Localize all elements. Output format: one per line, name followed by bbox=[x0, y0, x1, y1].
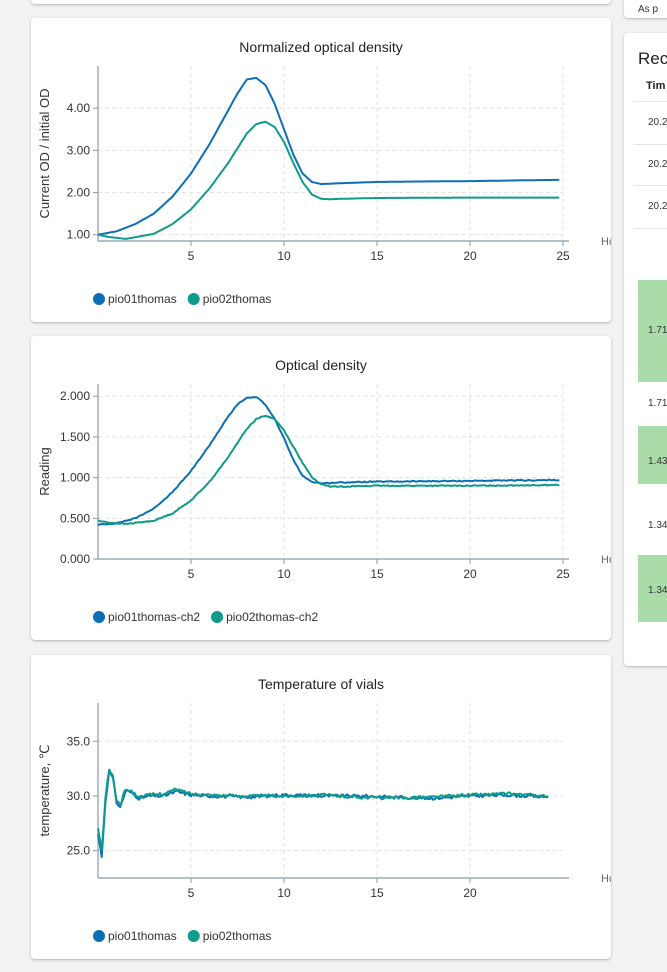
y-tick-label: 2.00 bbox=[67, 186, 91, 200]
legend-marker bbox=[187, 293, 200, 305]
y-tick-label: 1.000 bbox=[60, 471, 90, 485]
y-tick-label: 0.000 bbox=[60, 552, 90, 566]
legend-label: pio01thomas bbox=[108, 929, 177, 943]
x-tick-label: 20 bbox=[463, 567, 477, 581]
legend-label: pio01thomas bbox=[108, 292, 177, 306]
value-cell: 1.34 bbox=[648, 585, 667, 596]
value-cell: 1.43 bbox=[648, 456, 667, 467]
x-tick-label: 15 bbox=[370, 886, 384, 900]
y-tick-label: 2.000 bbox=[60, 389, 90, 403]
right-top-text: As p bbox=[638, 4, 659, 15]
series-line-2 bbox=[97, 120, 560, 240]
previous-card bbox=[31, 0, 611, 4]
y-tick-label: 3.00 bbox=[67, 143, 91, 157]
series-line-1 bbox=[97, 768, 549, 858]
temperature-chart: Temperature of vials 5 10 15 20 25.0 30.0 35.0 H… bbox=[37, 676, 611, 943]
x-tick-label: 15 bbox=[370, 249, 384, 263]
value-cell: 1.71 bbox=[648, 398, 667, 409]
y-tick-label: 1.500 bbox=[60, 430, 90, 444]
x-tick-label: 10 bbox=[277, 567, 291, 581]
divider bbox=[634, 101, 667, 102]
y-tick-label: 35.0 bbox=[67, 734, 91, 748]
series-line-2 bbox=[98, 415, 560, 526]
x-tick-label: 20 bbox=[463, 886, 477, 900]
divider bbox=[634, 185, 667, 186]
value-cell: 1.71 bbox=[648, 325, 667, 336]
x-tick-label: 25 bbox=[556, 567, 570, 581]
y-axis-label: temperature, ℃ bbox=[37, 745, 52, 837]
legend-marker bbox=[93, 293, 105, 305]
x-axis-label: Hours bbox=[601, 873, 611, 885]
y-tick-label: 30.0 bbox=[67, 789, 91, 803]
chart-title: Optical density bbox=[275, 357, 367, 373]
x-tick-label: 5 bbox=[188, 249, 195, 263]
y-axis-label: Current OD / initial OD bbox=[37, 88, 52, 218]
legend-label: pio01thomas-ch2 bbox=[108, 610, 200, 624]
legend-marker bbox=[93, 611, 105, 623]
x-tick-label: 5 bbox=[188, 886, 195, 900]
y-tick-label: 0.500 bbox=[60, 511, 90, 525]
x-tick-label: 10 bbox=[277, 886, 291, 900]
time-cell: 20.2 bbox=[648, 201, 667, 212]
x-tick-label: 10 bbox=[277, 249, 291, 263]
legend-label: pio02thomas-ch2 bbox=[226, 610, 318, 624]
highlight-cell bbox=[638, 426, 667, 484]
legend-marker bbox=[211, 611, 224, 623]
divider bbox=[634, 144, 667, 145]
value-cell: 1.34 bbox=[648, 520, 667, 531]
chart-card-optical-density: Optical density 5 10 15 20 25 0.000 0.500 1.000 1… bbox=[31, 336, 611, 640]
recent-readings-card: Rec Tim 20.2 20.2 20.2 1.71 1.71 1.43 1.… bbox=[624, 33, 667, 666]
time-cell: 20.2 bbox=[648, 159, 667, 170]
y-tick-label: 25.0 bbox=[67, 844, 91, 858]
time-column-header: Tim bbox=[646, 80, 666, 92]
y-tick-label: 4.00 bbox=[67, 101, 91, 115]
y-tick-label: 1.00 bbox=[67, 228, 91, 242]
x-axis-label: Hours bbox=[601, 236, 611, 248]
chart-card-normalized-od: Normalized optical density 5 10 15 20 25 1.00 2… bbox=[31, 18, 611, 322]
chart-card-temperature: Temperature of vials 5 10 15 20 25.0 30.0 35.0 H… bbox=[31, 655, 611, 959]
y-axis-label: Reading bbox=[37, 447, 52, 495]
x-tick-label: 15 bbox=[370, 567, 384, 581]
chart-title: Normalized optical density bbox=[239, 39, 402, 55]
series-line-1 bbox=[97, 395, 560, 527]
x-tick-label: 20 bbox=[463, 249, 477, 263]
x-tick-label: 5 bbox=[188, 567, 195, 581]
legend-marker bbox=[187, 930, 200, 942]
right-top-card: As p bbox=[624, 0, 667, 18]
legend-label: pio02thomas bbox=[203, 929, 272, 943]
x-tick-label: 25 bbox=[556, 249, 570, 263]
chart-title: Temperature of vials bbox=[258, 676, 384, 692]
highlight-cell bbox=[638, 280, 667, 382]
highlight-cell bbox=[638, 555, 667, 622]
divider bbox=[634, 228, 667, 229]
legend-marker bbox=[93, 930, 105, 942]
series-line-2 bbox=[97, 768, 549, 851]
legend-label: pio02thomas bbox=[203, 292, 272, 306]
optical-density-chart: Optical density 5 10 15 20 25 0.000 0.500 1.000 1… bbox=[37, 357, 611, 624]
normalized-od-chart: Normalized optical density 5 10 15 20 25 1.00 2… bbox=[37, 39, 611, 306]
series-line-1 bbox=[97, 76, 560, 236]
time-cell: 20.2 bbox=[648, 117, 667, 128]
recent-panel-title: Rec bbox=[638, 49, 667, 68]
x-axis-label: Hours bbox=[601, 554, 611, 566]
